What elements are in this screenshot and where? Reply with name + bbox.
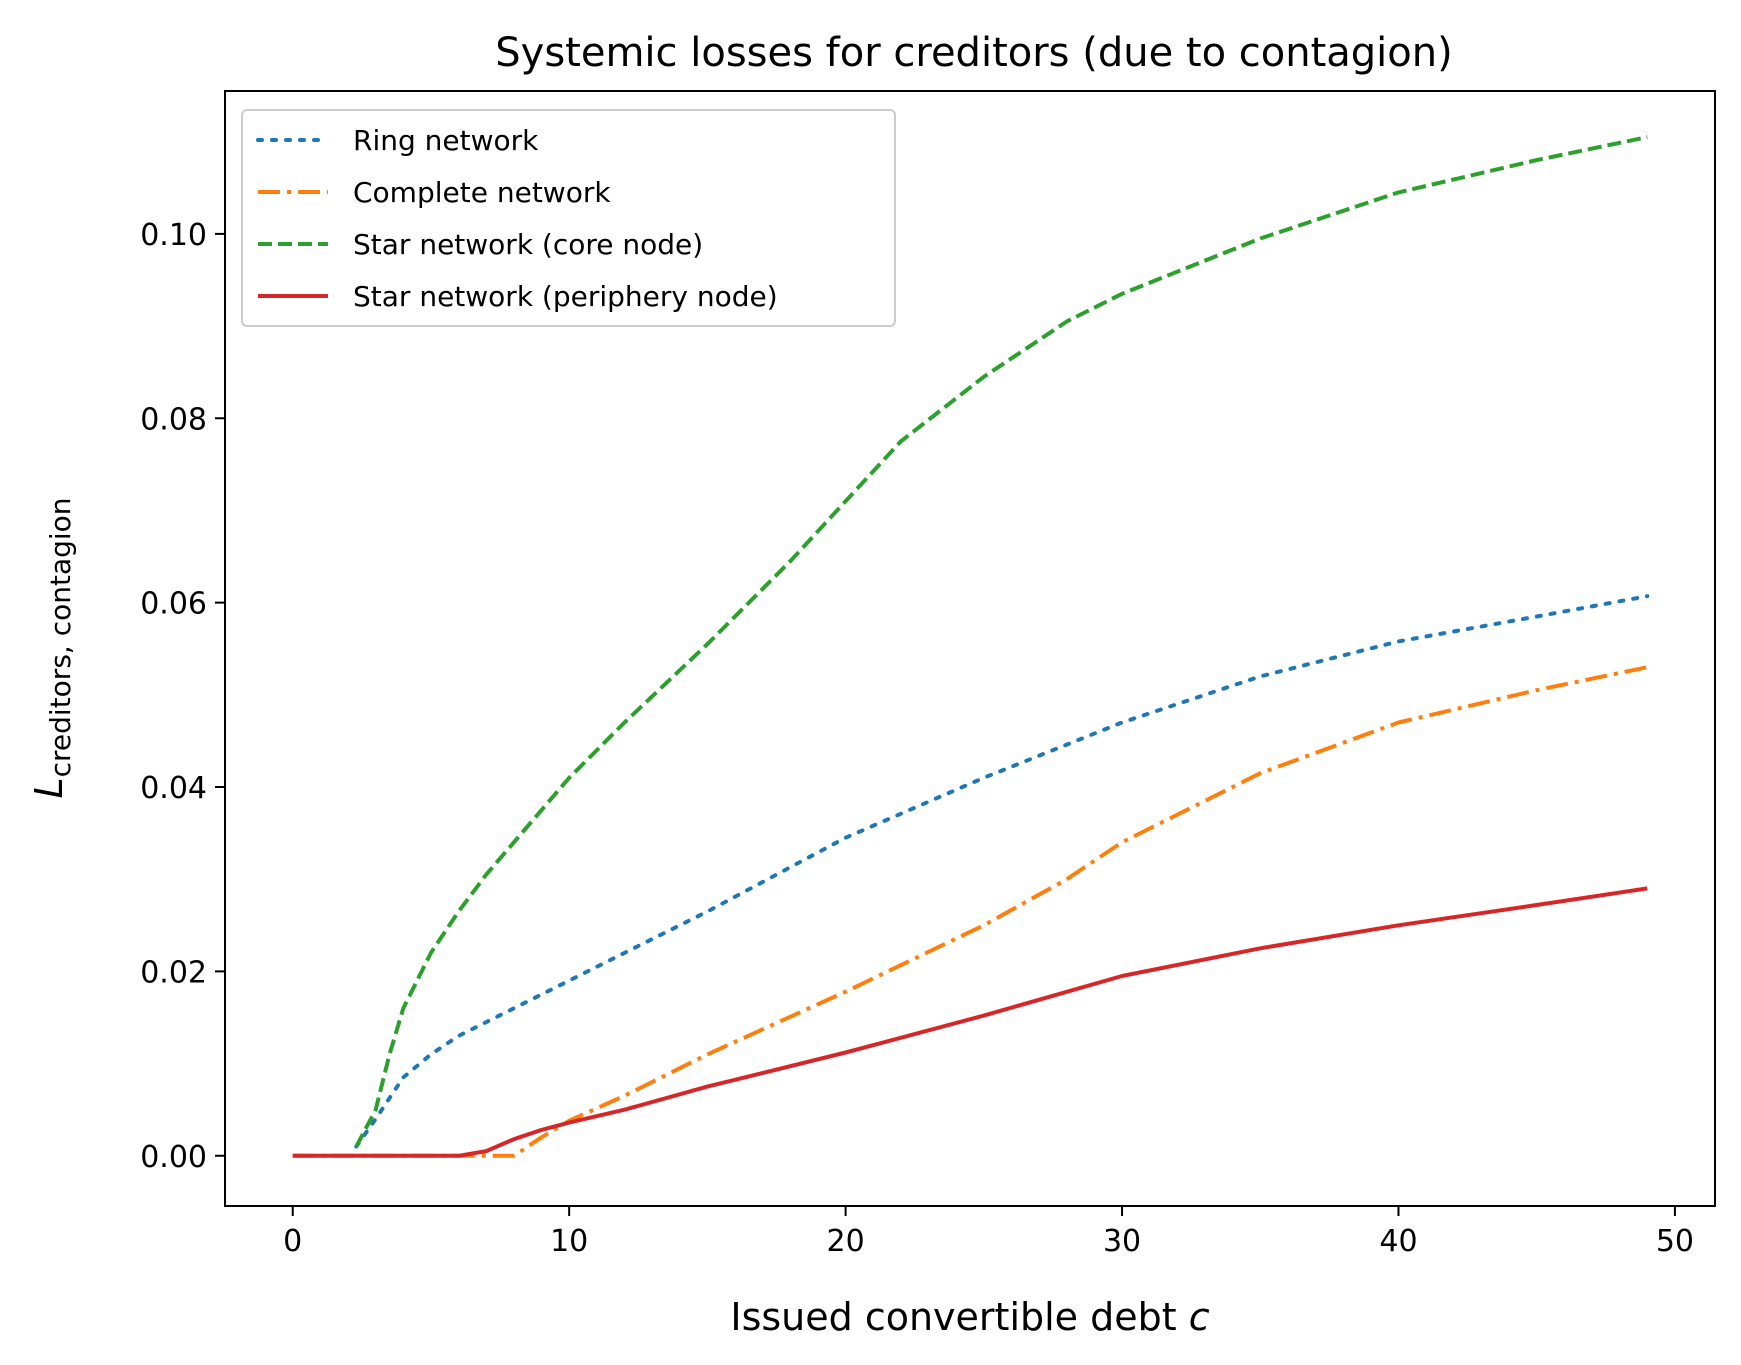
x-tick-label: 50	[1656, 1224, 1694, 1259]
x-axis-title-text: Issued convertible debt	[730, 1295, 1188, 1339]
legend-label: Complete network	[353, 176, 611, 209]
y-axis-title-subscript: creditors, contagion	[44, 497, 77, 777]
x-tick-label: 30	[1103, 1224, 1141, 1259]
y-tick-label: 0.06	[140, 587, 207, 622]
y-axis: 0.00 0.02 0.04 0.06 0.08 0.10	[140, 218, 225, 1175]
series-line-3	[354, 135, 1648, 1148]
x-tick-label: 40	[1379, 1224, 1417, 1259]
legend-item: Complete network	[258, 176, 611, 209]
x-tick-label: 0	[283, 1224, 302, 1259]
y-axis-title: Lcreditors, contagion	[27, 497, 77, 798]
y-tick-label: 0.04	[140, 771, 207, 806]
x-axis: 0 10 20 30 40 50	[283, 1206, 1694, 1259]
x-tick-label: 20	[827, 1224, 865, 1259]
legend-item: Star network (core node)	[258, 228, 703, 261]
legend-label: Ring network	[353, 124, 539, 157]
legend-label: Star network (core node)	[353, 228, 703, 261]
y-tick-label: 0.10	[140, 218, 207, 253]
series-line-4	[292, 886, 1648, 1158]
legend-frame	[241, 109, 896, 327]
legend-label: Star network (periphery node)	[353, 280, 778, 313]
y-axis-title-symbol: L	[27, 777, 71, 798]
chart-title: Systemic losses for creditors (due to co…	[495, 30, 1452, 76]
x-axis-title: Issued convertible debt c	[730, 1295, 1209, 1339]
series-line-1	[354, 594, 1650, 1149]
y-tick-label: 0.02	[140, 955, 207, 990]
legend-item: Ring network	[256, 124, 539, 157]
legend: Ring network Complete network Star network…	[241, 109, 896, 327]
x-tick-label: 10	[550, 1224, 588, 1259]
series-layer	[292, 135, 1650, 1158]
series-line-2	[292, 665, 1648, 1158]
x-axis-title-var: c	[1189, 1295, 1210, 1339]
legend-item: Star network (periphery node)	[258, 280, 778, 313]
plot-frame	[224, 90, 1716, 1207]
y-tick-label: 0.08	[140, 402, 207, 437]
y-tick-label: 0.00	[140, 1140, 207, 1175]
